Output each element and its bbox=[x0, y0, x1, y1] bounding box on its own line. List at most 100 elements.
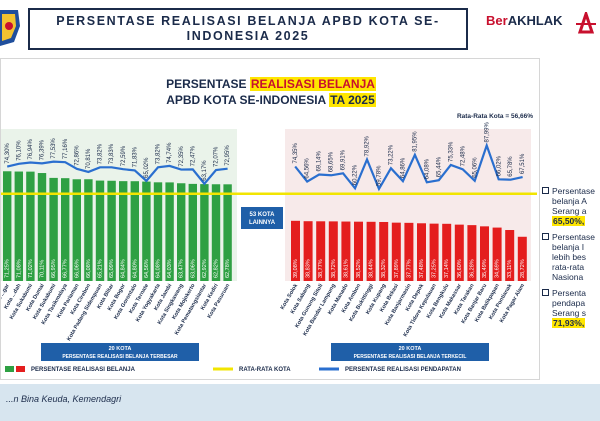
bottom-bar-label: 38,52% bbox=[356, 259, 362, 278]
bottom-income-label: 59,78% bbox=[377, 165, 383, 186]
middle-label-line2: LAINNYA bbox=[249, 220, 276, 226]
note-text: Persentase belanja A Serang a bbox=[552, 186, 595, 216]
top-income-label: 76,10% bbox=[16, 140, 22, 161]
bottom-bar bbox=[404, 222, 414, 281]
bottom-bar bbox=[366, 221, 376, 281]
top-bar-label: 71,08% bbox=[16, 259, 22, 278]
top-bar bbox=[153, 182, 163, 281]
bottom-income-label: 78,92% bbox=[365, 135, 371, 156]
top-income-label: 72,47% bbox=[190, 145, 196, 166]
middle-label-line1: 53 KOTA bbox=[250, 212, 276, 218]
bottom-bar bbox=[328, 221, 338, 281]
top-income-label: 76,94% bbox=[28, 138, 34, 159]
legend-bars-label: PERSENTASE REALISASI BELANJA bbox=[31, 367, 136, 373]
top-income-label: 70,81% bbox=[86, 148, 92, 169]
bullet-icon bbox=[542, 187, 549, 194]
bottom-bar-label: 38,83% bbox=[306, 259, 312, 278]
note-item: Persenta pendapa Serang s 71,93%, bbox=[542, 288, 600, 328]
bottom-income-label: 69,91% bbox=[341, 149, 347, 170]
top-bar-label: 66,95% bbox=[51, 259, 57, 278]
bottom-bar-label: 36,60% bbox=[457, 259, 463, 278]
top-bar-label: 64,80% bbox=[132, 259, 138, 278]
top-income-label: 72,07% bbox=[214, 146, 220, 167]
top-income-label: 71,83% bbox=[132, 146, 138, 167]
top-income-label: 74,74% bbox=[167, 142, 173, 163]
bottom-bar-label: 38,44% bbox=[369, 259, 375, 278]
bottom-income-label: 66,02% bbox=[496, 155, 502, 176]
bottom-bar bbox=[316, 221, 326, 281]
top-income-label: 73,82% bbox=[156, 143, 162, 164]
bottom-bar bbox=[442, 223, 452, 281]
top-income-label: 77,53% bbox=[51, 138, 57, 159]
brand-text-ber: Ber bbox=[486, 13, 508, 28]
bottom-income-label: 65,06% bbox=[472, 157, 478, 178]
top-bar-label: 64,03% bbox=[167, 259, 173, 278]
bullet-icon bbox=[542, 289, 549, 296]
bottom-bar-label: 37,25% bbox=[432, 259, 438, 278]
legend-swatch-green bbox=[5, 366, 14, 372]
note-value: 71,93%, bbox=[552, 318, 586, 328]
top-bar-label: 64,84% bbox=[121, 259, 127, 278]
chart-title-line2-highlight: TA 2025 bbox=[329, 93, 376, 107]
chart-title-line2: APBD KOTA SE-INDONESIA TA 2025 bbox=[1, 93, 541, 107]
notes-panel: Persentase belanja A Serang a 65,50%, Pe… bbox=[542, 186, 600, 380]
top-bar bbox=[14, 171, 23, 281]
top-bar-label: 66,08% bbox=[86, 259, 92, 278]
bottom-bar-label: 28,72% bbox=[520, 259, 526, 278]
bottom-group-label-box bbox=[331, 343, 489, 361]
legend-swatch-red bbox=[16, 366, 25, 372]
chart-title-line1-highlight: REALISASI BELANJA bbox=[249, 77, 376, 91]
bottom-bar-label: 35,49% bbox=[482, 259, 488, 278]
top-bar bbox=[107, 180, 116, 281]
bottom-bar-label: 37,48% bbox=[419, 259, 425, 278]
page-title: PERSENTASE REALISASI BELANJA APBD KOTA S… bbox=[56, 14, 440, 43]
bottom-bar-label: 37,89% bbox=[394, 259, 400, 278]
top-group-label-line2: PERSENTASE REALISASI BELANJA TERBESAR bbox=[62, 354, 178, 360]
bottom-income-label: 64,08% bbox=[424, 158, 430, 179]
top-bar bbox=[200, 184, 209, 281]
brand-text-akhlak: AKHLAK bbox=[507, 13, 563, 28]
top-bar bbox=[49, 177, 58, 281]
top-bar bbox=[3, 171, 12, 281]
top-bar-label: 71,25% bbox=[5, 259, 11, 278]
top-income-label: 77,16% bbox=[63, 138, 69, 159]
bottom-bar-label: 36,28% bbox=[469, 259, 475, 278]
bottom-bar bbox=[454, 224, 464, 281]
top-bar bbox=[142, 181, 151, 281]
top-bar bbox=[177, 183, 186, 281]
top-income-label: 65,02% bbox=[144, 157, 150, 178]
top-income-line bbox=[6, 160, 228, 186]
top-bar-label: 65,21% bbox=[97, 259, 103, 278]
top-bar bbox=[72, 179, 81, 281]
footer-text: ...n Bina Keuda, Kemendagri bbox=[6, 394, 122, 404]
bottom-income-label: 81,95% bbox=[412, 131, 418, 152]
top-group-label-box bbox=[41, 343, 199, 361]
footer-bar: ...n Bina Keuda, Kemendagri bbox=[0, 384, 600, 421]
bottom-income-label: 69,14% bbox=[317, 151, 323, 172]
top-income-label: 73,82% bbox=[98, 143, 104, 164]
top-bar-label: 62,92% bbox=[202, 259, 208, 278]
bottom-bar-label: 39,08% bbox=[293, 259, 299, 278]
bottom-bar bbox=[480, 226, 489, 281]
bottom-bar-label: 34,69% bbox=[495, 259, 501, 278]
legend-avg-label: RATA-RATA KOTA bbox=[239, 367, 291, 373]
note-text: Persentase belanja I lebih bes rata-rata… bbox=[552, 232, 595, 282]
bottom-income-label: 74,35% bbox=[293, 142, 299, 163]
chart-title-line2-prefix: APBD KOTA SE-INDONESIA bbox=[166, 93, 330, 107]
top-bar bbox=[165, 182, 174, 281]
note-value: 65,50%, bbox=[552, 216, 586, 226]
top-group-label-line1: 20 KOTA bbox=[109, 346, 132, 352]
bottom-bar bbox=[505, 230, 515, 281]
top-bar bbox=[130, 181, 139, 281]
top-bar bbox=[37, 173, 47, 281]
berakhlak-logo: BerAKHLAK bbox=[486, 12, 600, 50]
bottom-bar-label: 38,72% bbox=[331, 259, 337, 278]
top-bar-label: 64,56% bbox=[144, 259, 150, 278]
chart-title-line1-prefix: PERSENTASE bbox=[166, 77, 250, 91]
legend-line-label: PERSENTASE REALISASI PENDAPATAN bbox=[345, 367, 461, 373]
top-bar bbox=[119, 181, 128, 281]
top-bar bbox=[95, 180, 105, 281]
bottom-income-label: 60,22% bbox=[353, 164, 359, 185]
top-income-label: 72,35% bbox=[179, 146, 185, 167]
